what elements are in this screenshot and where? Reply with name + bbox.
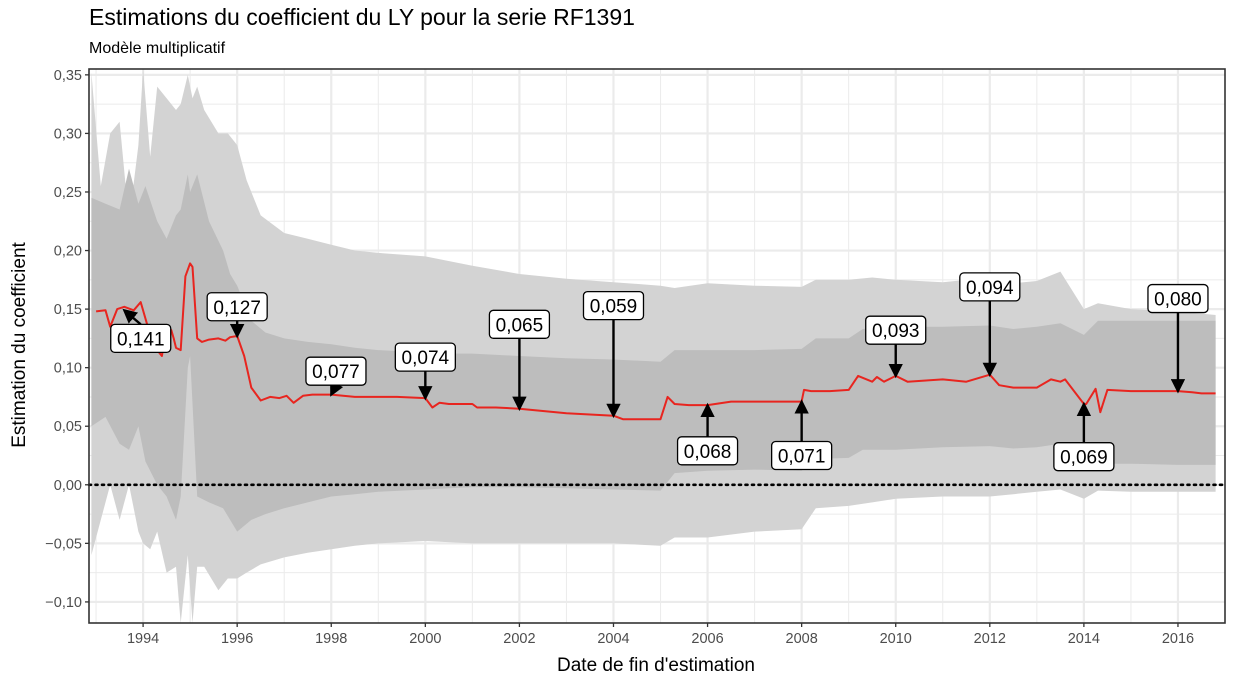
x-tick-label: 2014 <box>1068 631 1100 647</box>
x-tick-label: 2004 <box>597 631 629 647</box>
x-tick-label: 1994 <box>127 631 159 647</box>
y-tick-label: 0,00 <box>54 478 82 494</box>
annotation-box <box>110 323 172 354</box>
annotation-box <box>770 440 833 471</box>
y-tick-label: 0,35 <box>54 68 82 84</box>
plot-panel-border <box>88 68 1226 624</box>
chart-subtitle: Modèle multiplicatif <box>89 40 226 57</box>
annotations: 0,141 0,127 0,077 0,074 0,065 0,059 0,068 0,071… <box>110 272 1209 472</box>
annotation-box <box>305 356 367 386</box>
x-axis: 1994 1996 1998 2000 2002 2004 2006 2008 2010 2012… <box>127 623 1194 647</box>
annotation-box <box>488 309 551 339</box>
y-tick-label: 0,20 <box>54 244 82 260</box>
x-tick-label: 1996 <box>221 631 253 647</box>
annotation-box <box>1053 442 1115 472</box>
annotation-label: 0,093 <box>872 321 920 342</box>
y-tick-label: −0,10 <box>45 595 82 611</box>
annotation-box <box>865 315 927 345</box>
y-tick-label: 0,05 <box>54 419 82 435</box>
x-tick-label: 2000 <box>409 631 441 647</box>
annotation-arrow <box>122 308 142 326</box>
y-tick-label: 0,15 <box>54 302 82 318</box>
annotation-label: 0,065 <box>496 315 544 336</box>
chart-title: Estimations du coefficient du LY pour la… <box>89 4 635 30</box>
annotation-box <box>676 436 739 466</box>
annotation-box <box>959 272 1021 302</box>
y-tick-label: 0,10 <box>54 361 82 377</box>
annotation-label: 0,068 <box>684 442 732 463</box>
annotation-box <box>394 342 456 372</box>
x-tick-label: 2008 <box>786 631 818 647</box>
annotation-label: 0,069 <box>1060 448 1108 469</box>
plot-border <box>88 68 1226 624</box>
annotation-label: 0,071 <box>778 447 826 468</box>
y-axis: −0,10 −0,05 0,00 0,05 0,10 0,15 0,20 0,25 0,30 0,… <box>45 68 89 611</box>
x-tick-label: 1998 <box>315 631 347 647</box>
annotation-box <box>1147 283 1209 314</box>
x-tick-label: 2006 <box>691 631 723 647</box>
annotation-label: 0,074 <box>402 348 450 369</box>
inner-confidence-band <box>91 168 1216 532</box>
x-tick-label: 2012 <box>974 631 1006 647</box>
x-axis-title: Date de fin d'estimation <box>557 655 755 675</box>
annotation-label: 0,094 <box>966 278 1014 299</box>
annotation-arrow <box>330 380 344 397</box>
annotation-label: 0,059 <box>590 297 638 318</box>
y-tick-label: −0,05 <box>45 536 82 552</box>
annotation-label: 0,077 <box>312 362 360 383</box>
annotation-box <box>582 290 645 321</box>
y-tick-label: 0,25 <box>54 185 82 201</box>
annotation-box <box>206 292 268 322</box>
annotation-label: 0,127 <box>213 298 261 319</box>
y-axis-title: Estimation du coefficient <box>9 241 30 447</box>
annotation-label: 0,080 <box>1154 290 1202 311</box>
x-tick-label: 2002 <box>503 631 535 647</box>
x-tick-label: 2010 <box>880 631 912 647</box>
annotation-label: 0,141 <box>117 329 165 350</box>
x-tick-label: 2016 <box>1162 631 1194 647</box>
y-tick-label: 0,30 <box>54 126 82 142</box>
